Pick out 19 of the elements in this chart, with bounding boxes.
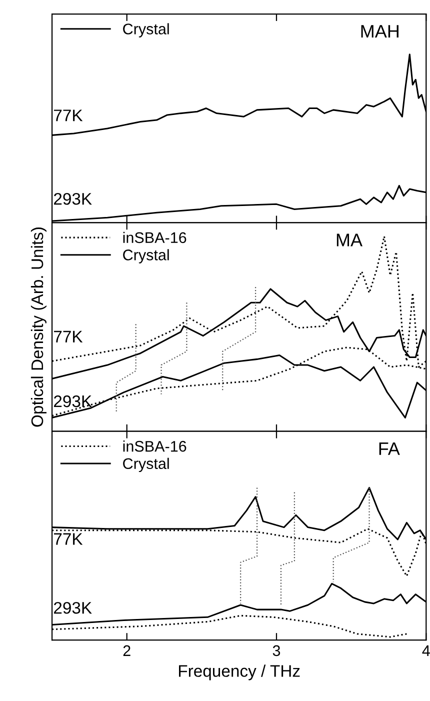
annotation: 77K (54, 110, 83, 122)
chart-title: MA (336, 234, 362, 246)
annotation: 77K (54, 330, 83, 342)
x-tick-label: 2 (123, 645, 130, 656)
annotation: 77K (54, 533, 83, 545)
x-axis-title: Frequency / THz (179, 664, 300, 680)
legend-label: inSBA-16 (123, 440, 186, 452)
legend-label: Crystal (123, 249, 169, 264)
legend-label: Crystal (123, 458, 169, 472)
annotation: 293K (54, 395, 92, 408)
chart-title: MAH (361, 25, 398, 38)
annotation: 293K (54, 602, 92, 614)
legend-label: Crystal (123, 23, 169, 38)
annotation: 293K (54, 192, 92, 205)
legend-label: inSBA-16 (123, 232, 186, 244)
x-tick-label: 4 (422, 645, 430, 656)
y-axis-title: Optical Density (Arb. Units) (30, 228, 46, 427)
x-tick-label: 3 (272, 645, 280, 656)
chart-title: FA (379, 442, 400, 455)
